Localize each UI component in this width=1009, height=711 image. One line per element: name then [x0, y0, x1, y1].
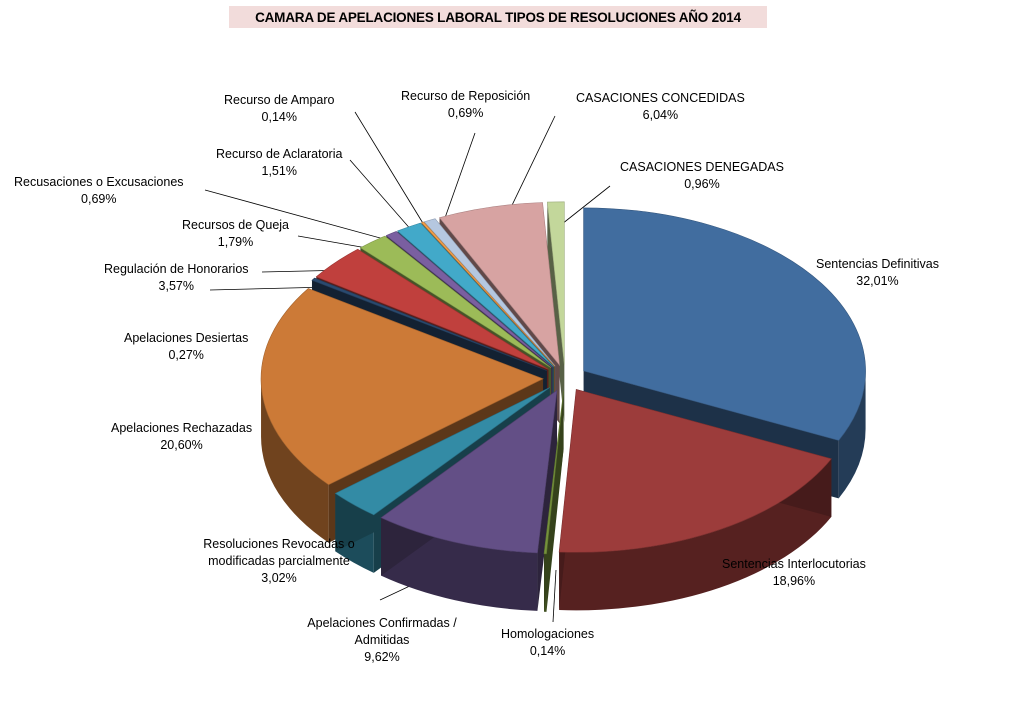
slice-top — [311, 277, 547, 371]
slice-top — [583, 207, 866, 441]
slice-label-name: Sentencias Definitivas — [816, 257, 939, 271]
leader-line — [552, 569, 557, 623]
slice-label-value: 0,14% — [261, 110, 297, 124]
slice-label-value: 0,96% — [684, 177, 720, 191]
slice-top — [396, 222, 554, 367]
slice-label: Homologaciones 0,14% — [501, 626, 594, 660]
leader-line — [439, 132, 476, 233]
slice-label-value: 1,51% — [261, 164, 297, 178]
slice-top — [438, 202, 560, 367]
slice-label-name: Recurso de Aclaratoria — [216, 147, 343, 161]
slice-label: Recurso de Amparo 0,14% — [224, 92, 334, 126]
slice-top — [385, 231, 553, 368]
slice-label: Recusaciones o Excusaciones 0,69% — [14, 174, 184, 208]
leader-line — [349, 159, 421, 241]
slice-label: Sentencias Interlocutorias 18,96% — [722, 556, 866, 590]
slice-label: Recurso de Reposición 0,69% — [401, 88, 530, 122]
slice-label: Sentencias Definitivas 32,01% — [816, 256, 939, 290]
chart-title-box: CAMARA DE APELACIONES LABORAL TIPOS DE R… — [229, 6, 767, 28]
slice-top — [558, 388, 832, 553]
slice-radial-face — [547, 202, 565, 423]
slice-label: CASACIONES CONCEDIDAS 6,04% — [576, 90, 745, 124]
slice-label-name: Recursos de Queja — [182, 218, 290, 232]
slice-label-name: Apelaciones Confirmadas / Admitidas — [307, 616, 457, 647]
slice-label: Recursos de Queja 1,79% — [182, 217, 289, 251]
slice-label-value: 1,79% — [217, 235, 254, 249]
slice-label-value: 20,60% — [160, 438, 203, 452]
slice-label: Apelaciones Confirmadas / Admitidas 9,62… — [296, 615, 468, 666]
slice-label: Recurso de Aclaratoria 1,51% — [216, 146, 342, 180]
slice-radial-face — [335, 387, 550, 552]
leader-line — [561, 185, 611, 225]
slice-label: Apelaciones Rechazadas 20,60% — [111, 420, 252, 454]
slice-top — [547, 201, 565, 365]
slice-label-value: 3,02% — [261, 571, 297, 585]
slice-side — [838, 370, 866, 499]
chart-title: CAMARA DE APELACIONES LABORAL TIPOS DE R… — [255, 9, 741, 25]
slice-label-value: 6,04% — [642, 108, 679, 122]
slice-label-name: Apelaciones Desiertas — [124, 331, 249, 345]
slice-label: Resoluciones Revocadas o modificadas par… — [193, 536, 365, 587]
slice-label-name: Recurso de Amparo — [224, 93, 335, 107]
slice-side — [559, 458, 832, 611]
slice-sides — [260, 201, 866, 612]
slice-side — [261, 378, 329, 543]
slice-label-value: 0,69% — [447, 106, 484, 120]
slice-top — [260, 288, 544, 486]
slice-top — [543, 391, 564, 555]
slice-label-name: CASACIONES CONCEDIDAS — [576, 91, 745, 105]
slice-label: Regulación de Honorarios 3,57% — [104, 261, 249, 295]
slice-top — [423, 218, 556, 367]
slice-top — [420, 221, 555, 367]
slice-label: Apelaciones Desiertas 0,27% — [124, 330, 248, 364]
slice-label-name: Regulación de Honorarios — [104, 262, 249, 276]
slice-label-value: 9,62% — [364, 650, 400, 664]
slice-top — [359, 235, 552, 369]
slice-label-value: 32,01% — [856, 274, 899, 288]
slice-label-name: Recusaciones o Excusaciones — [14, 175, 184, 189]
slice-label-name: CASACIONES DENEGADAS — [620, 160, 784, 174]
slice-radial-face — [544, 391, 564, 612]
leader-line — [204, 189, 403, 245]
slice-label: CASACIONES DENEGADAS 0,96% — [620, 159, 784, 193]
slice-top — [380, 389, 558, 554]
slice-label-value: 18,96% — [772, 574, 816, 588]
leader-line — [354, 111, 433, 239]
slice-label-value: 0,27% — [168, 348, 204, 362]
slice-top — [334, 387, 550, 516]
slice-label-name: Sentencias Interlocutorias — [722, 557, 866, 571]
slice-label-value: 3,57% — [158, 279, 194, 293]
slice-label-value: 0,14% — [529, 644, 566, 658]
slice-label-name: Recurso de Reposición — [401, 89, 531, 103]
slice-label-name: Apelaciones Rechazadas — [111, 421, 253, 435]
slice-top — [315, 248, 549, 370]
slice-label-name: Homologaciones — [501, 627, 595, 641]
leader-line — [209, 286, 331, 291]
slice-label-value: 0,69% — [81, 192, 117, 206]
slice-label-name: Resoluciones Revocadas o modificadas par… — [203, 537, 355, 568]
